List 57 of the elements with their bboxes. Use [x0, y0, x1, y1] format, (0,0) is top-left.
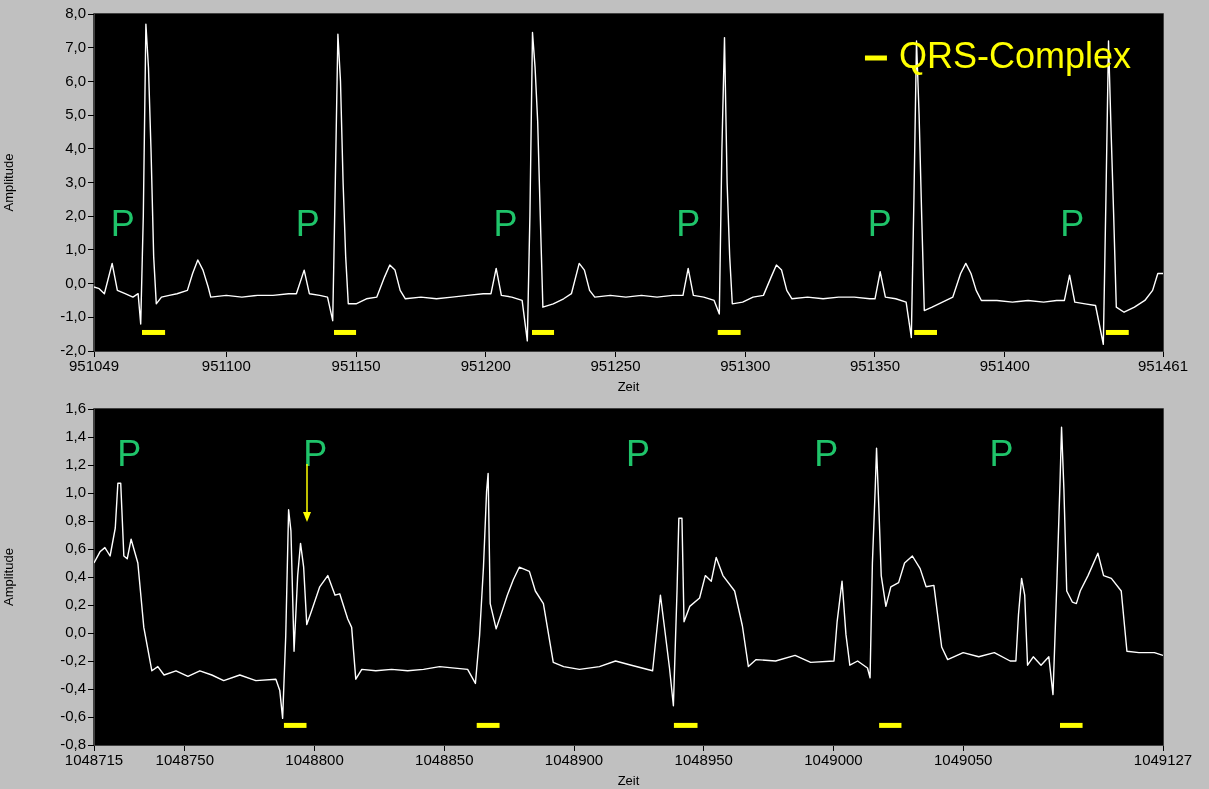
x-tick-label: 1048950 [674, 751, 733, 769]
x-tick-label: 1049000 [804, 751, 863, 769]
y-tick-label: -0,6 [60, 707, 86, 725]
y-tick-label: 1,0 [65, 240, 86, 258]
x-tick-label: 951300 [720, 357, 771, 375]
annotation: P [303, 432, 328, 474]
y-tick-label: -2,0 [60, 341, 86, 359]
annotation: P [110, 203, 135, 245]
y-tick-label: 1,2 [65, 455, 86, 473]
y-tick-label: 2,0 [65, 206, 86, 224]
x-tick-label: 1049050 [934, 751, 993, 769]
y-tick-label: 0,6 [65, 539, 86, 557]
x-tick-label: 951200 [460, 357, 511, 375]
x-tick-label: 1048850 [415, 751, 474, 769]
annotation: P [493, 203, 518, 245]
y-tick-label: 8,0 [65, 4, 86, 22]
y-axis-title: Amplitude [1, 153, 17, 212]
x-tick-label: 951049 [68, 357, 120, 375]
x-tick-label: 1048750 [155, 751, 215, 769]
y-tick-label: 0,0 [65, 623, 86, 641]
x-tick-label: 951250 [590, 357, 641, 375]
y-tick-label: 5,0 [65, 105, 86, 123]
y-tick-label: 0,0 [65, 273, 86, 291]
y-tick-label: 7,0 [65, 37, 86, 55]
y-tick-label: 3,0 [65, 172, 86, 190]
y-tick-label: 1,6 [65, 399, 86, 417]
x-tick-label: 1048900 [544, 751, 604, 769]
y-tick-label: 4,0 [65, 138, 86, 156]
y-tick-label: 1,0 [65, 483, 86, 501]
annotation: P [989, 432, 1014, 474]
x-tick-label: 1049127 [1133, 751, 1193, 769]
annotation: P [626, 432, 651, 474]
x-axis-title: Zeit [617, 378, 640, 394]
x-tick-label: 951350 [849, 357, 901, 375]
y-tick-label: -0,4 [60, 679, 86, 697]
y-tick-label: 0,8 [65, 511, 86, 529]
annotation: P [117, 432, 142, 474]
y-tick-label: 1,4 [65, 427, 86, 445]
y-tick-label: -0,2 [60, 651, 86, 669]
x-tick-label: 951400 [979, 357, 1030, 375]
x-tick-label: 1048800 [285, 751, 344, 769]
x-tick-label: 951150 [331, 357, 381, 375]
annotation: P [295, 203, 320, 245]
y-tick-label: 0,2 [65, 595, 86, 613]
x-axis-title: Zeit [617, 772, 640, 788]
annotation: P [814, 432, 839, 474]
annotation: P [676, 203, 701, 245]
annotation: P [1060, 203, 1085, 245]
y-tick-label: 6,0 [65, 71, 86, 89]
y-tick-label: -0,8 [60, 735, 86, 753]
x-tick-label: 1048715 [64, 751, 124, 769]
y-axis-title: Amplitude [1, 548, 17, 606]
y-tick-label: 0,4 [65, 567, 86, 585]
x-tick-label: 951461 [1137, 357, 1189, 375]
x-tick-label: 951100 [201, 357, 251, 375]
annotation: P [867, 203, 892, 245]
y-tick-label: -1,0 [60, 307, 86, 325]
